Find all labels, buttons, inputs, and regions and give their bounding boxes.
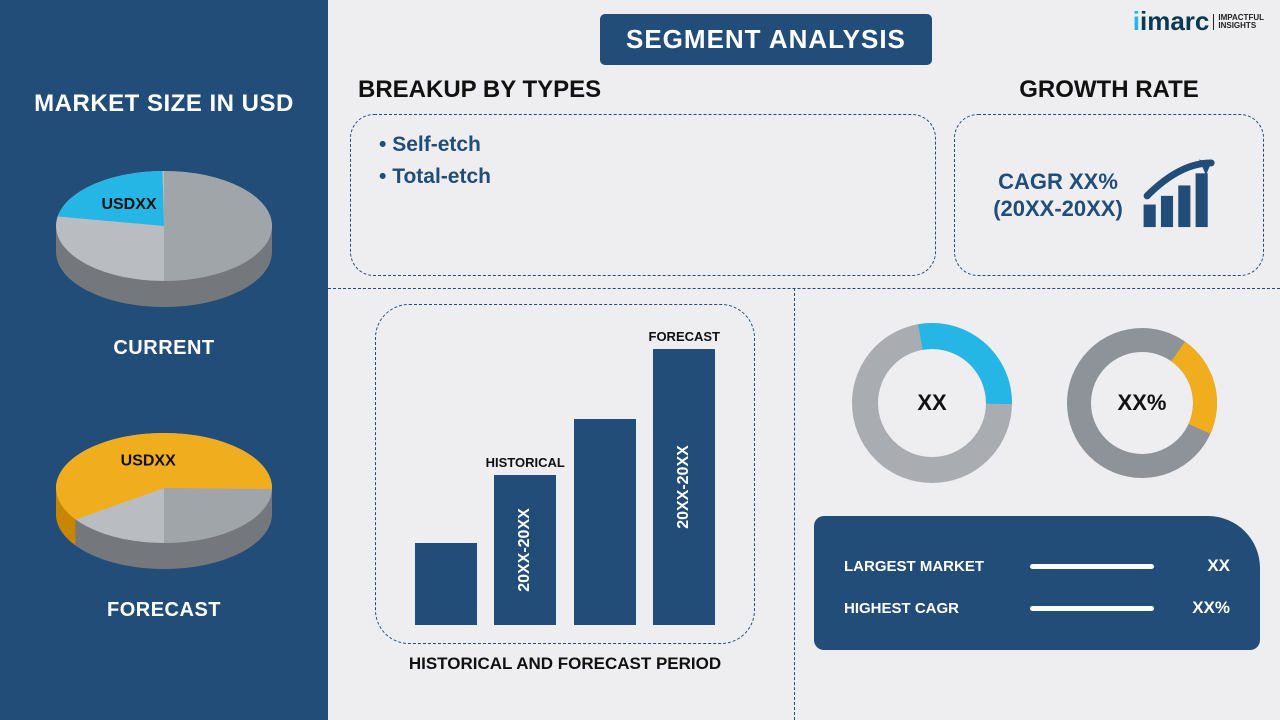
- pie-forecast-caption: FORECAST: [107, 599, 221, 622]
- left-title: MARKET SIZE IN USD: [34, 90, 294, 118]
- bottom-right: XX XX% LARGEST MARKET XX HIGHEST CAGR XX%: [814, 300, 1260, 700]
- breakup-item: Total-etch: [379, 161, 913, 193]
- donut2-label: XX%: [1118, 390, 1167, 416]
- breakup-section: BREAKUP BY TYPES Self-etchTotal-etch: [350, 76, 936, 276]
- pie-current: USDXX CURRENT: [42, 154, 287, 360]
- banner-title: SEGMENT ANALYSIS: [600, 14, 932, 65]
- donut-2: XX%: [1057, 318, 1227, 488]
- donuts-row: XX XX%: [814, 318, 1260, 488]
- svg-text:USDXX: USDXX: [120, 453, 175, 470]
- donut-1: XX: [847, 318, 1017, 488]
- brand-logo: iimarc IMPACTFUL INSIGHTS: [1133, 6, 1264, 37]
- brand-tag: IMPACTFUL INSIGHTS: [1213, 14, 1264, 30]
- info-value: XX%: [1170, 598, 1230, 618]
- bottom-left-chart: 20XX-20XXHISTORICAL20XX-20XXFORECAST HIS…: [356, 304, 774, 704]
- main-panel: SEGMENT ANALYSIS iimarc IMPACTFUL INSIGH…: [328, 0, 1280, 720]
- pie-current-caption: CURRENT: [113, 337, 214, 360]
- horizontal-divider: [328, 288, 1280, 289]
- svg-text:USDXX: USDXX: [101, 196, 156, 213]
- info-bar: LARGEST MARKET XX HIGHEST CAGR XX%: [814, 516, 1260, 650]
- bar-period-label: 20XX-20XX: [516, 508, 534, 592]
- infographic-root: MARKET SIZE IN USD USDXX CURRENT USDXX F…: [0, 0, 1280, 720]
- bar-period-label: 20XX-20XX: [675, 445, 693, 529]
- info-label: LARGEST MARKET: [844, 558, 1014, 575]
- vertical-divider: [794, 288, 795, 720]
- pie-current-svg: USDXX: [42, 154, 287, 319]
- barchart-caption: HISTORICAL AND FORECAST PERIOD: [409, 654, 721, 674]
- brand-tag2: INSIGHTS: [1218, 21, 1256, 30]
- cagr-line2: (20XX-20XX): [993, 195, 1123, 223]
- bar-top-label: FORECAST: [649, 329, 721, 344]
- bars-area: 20XX-20XXHISTORICAL20XX-20XXFORECAST: [406, 335, 724, 625]
- bar-top-label: HISTORICAL: [486, 455, 565, 470]
- barchart-card: 20XX-20XXHISTORICAL20XX-20XXFORECAST: [375, 304, 755, 644]
- bar: [415, 543, 477, 625]
- top-row: BREAKUP BY TYPES Self-etchTotal-etch GRO…: [350, 76, 1264, 276]
- info-row: LARGEST MARKET XX: [844, 556, 1230, 576]
- info-label: HIGHEST CAGR: [844, 600, 1014, 617]
- pie-forecast-svg: USDXX: [42, 416, 287, 581]
- info-value: XX: [1170, 556, 1230, 576]
- breakup-title: BREAKUP BY TYPES: [358, 76, 936, 104]
- pie-forecast: USDXX FORECAST: [42, 416, 287, 622]
- left-panel: MARKET SIZE IN USD USDXX CURRENT USDXX F…: [0, 0, 328, 720]
- bar: 20XX-20XXHISTORICAL: [494, 475, 556, 625]
- brand-text: imarc: [1140, 6, 1209, 37]
- growth-icon: [1135, 156, 1225, 234]
- breakup-item: Self-etch: [379, 129, 913, 161]
- info-row: HIGHEST CAGR XX%: [844, 598, 1230, 618]
- info-track: [1030, 564, 1154, 569]
- growth-section: GROWTH RATE CAGR XX% (20XX-20XX): [954, 76, 1264, 276]
- growth-title: GROWTH RATE: [954, 76, 1264, 104]
- growth-card: CAGR XX% (20XX-20XX): [954, 114, 1264, 276]
- breakup-list: Self-etchTotal-etch: [373, 129, 913, 192]
- cagr-line1: CAGR XX%: [993, 168, 1123, 196]
- bar: [574, 419, 636, 625]
- breakup-card: Self-etchTotal-etch: [350, 114, 936, 276]
- info-track: [1030, 606, 1154, 611]
- bar: 20XX-20XXFORECAST: [653, 349, 715, 625]
- cagr-text: CAGR XX% (20XX-20XX): [993, 168, 1123, 223]
- donut1-label: XX: [917, 390, 946, 416]
